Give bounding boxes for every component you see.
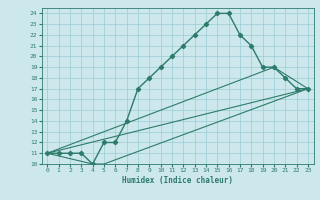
X-axis label: Humidex (Indice chaleur): Humidex (Indice chaleur) bbox=[122, 176, 233, 185]
